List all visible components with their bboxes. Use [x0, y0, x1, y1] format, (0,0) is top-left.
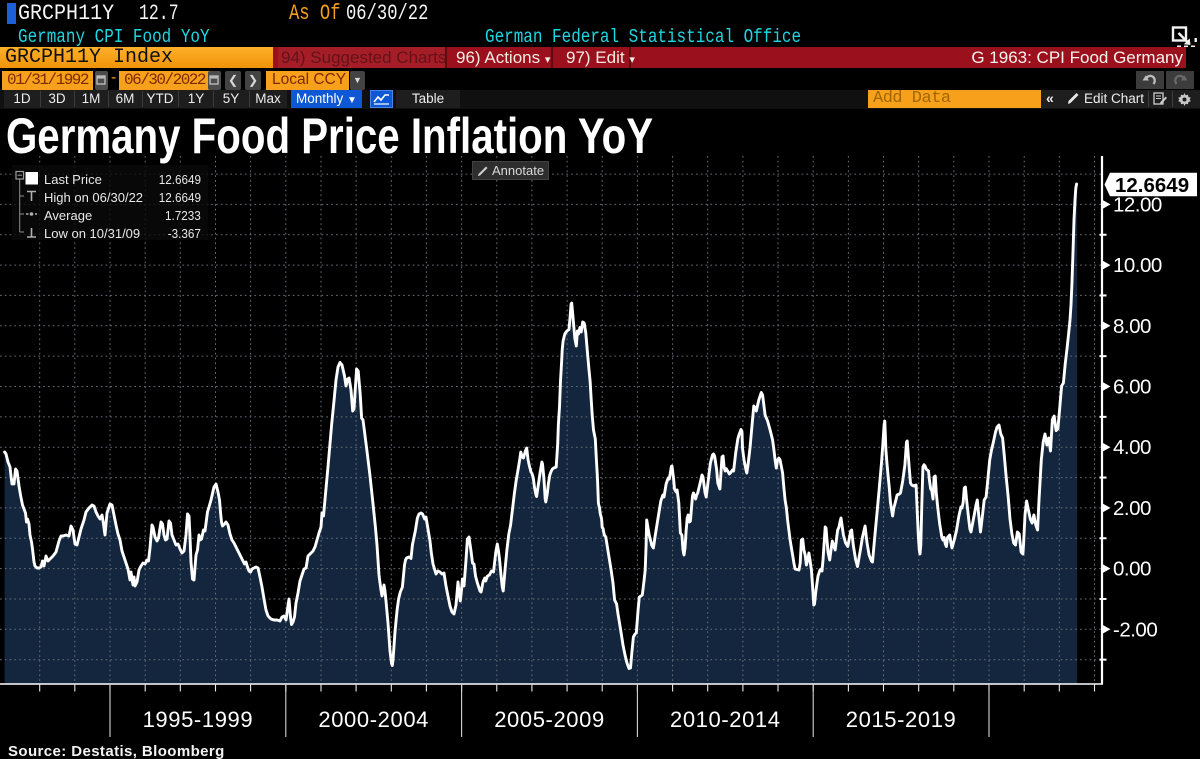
svg-text:2015-2019: 2015-2019: [846, 707, 957, 732]
svg-text:2.00: 2.00: [1113, 497, 1151, 520]
svg-text:2000-2004: 2000-2004: [318, 707, 429, 732]
svg-text:-2.00: -2.00: [1113, 618, 1157, 641]
svg-text:12.6649: 12.6649: [1115, 174, 1189, 197]
svg-text:6.00: 6.00: [1113, 376, 1151, 399]
svg-text:2005-2009: 2005-2009: [494, 707, 605, 732]
svg-text:1995-1999: 1995-1999: [143, 707, 254, 732]
svg-text:10.00: 10.00: [1113, 254, 1162, 277]
svg-text:12.00: 12.00: [1113, 193, 1162, 216]
svg-text:8.00: 8.00: [1113, 315, 1151, 338]
svg-text:2010-2014: 2010-2014: [670, 707, 781, 732]
svg-text:0.00: 0.00: [1113, 558, 1151, 581]
svg-text:4.00: 4.00: [1113, 436, 1151, 459]
